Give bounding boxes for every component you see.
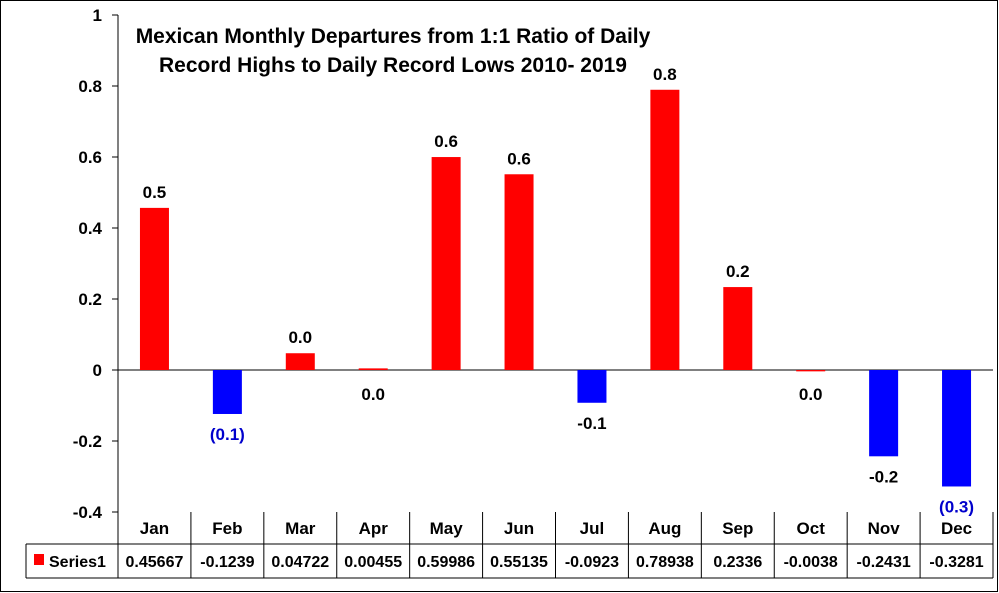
y-tick-label: 0 (93, 361, 102, 380)
x-tick-label: Mar (285, 519, 316, 538)
bar-mar (285, 353, 315, 370)
y-tick-label: -0.4 (73, 503, 103, 522)
data-label-jun: 0.6 (507, 149, 531, 168)
table-cell: -0.2431 (856, 554, 910, 571)
bar-feb (212, 370, 242, 414)
table-cell: 0.2336 (713, 554, 762, 571)
data-table: Jan Feb Mar Apr May Jun Jul Aug Sep Oct Nov Dec Seri… (25, 512, 994, 579)
bar-jan (139, 207, 169, 370)
legend-key (34, 554, 44, 565)
y-tick-label: 1 (93, 6, 102, 25)
y-tick-label: 0.2 (78, 290, 102, 309)
x-tick-label: Dec (941, 519, 972, 538)
x-tick-label: Feb (212, 519, 242, 538)
y-tick-label: -0.2 (73, 432, 102, 451)
bar-oct (796, 370, 826, 372)
bar-dec (942, 370, 972, 487)
table-cell: -0.0923 (565, 554, 619, 571)
data-label-sep: 0.2 (726, 262, 750, 281)
data-labels: 0.5 (0.1) 0.0 0.0 0.6 0.6 -0.1 0.8 0.2 0.0 -0.2 (0.… (143, 65, 974, 517)
x-tick-label: Jan (140, 519, 169, 538)
table-cell: -0.3281 (929, 554, 983, 571)
data-label-aug: 0.8 (653, 65, 677, 84)
data-label-feb: (0.1) (210, 425, 245, 444)
y-tick-label: 0.8 (78, 77, 102, 96)
bar-aug (650, 89, 680, 370)
table-cell: -0.0038 (784, 554, 838, 571)
data-label-jan: 0.5 (143, 183, 167, 202)
data-label-oct: 0.0 (799, 385, 823, 404)
bar-jun (504, 174, 534, 370)
axes: 1 0.8 0.6 0.4 0.2 0 -0.2 -0.4 (73, 6, 993, 522)
y-tick-label: 0.4 (78, 219, 102, 238)
table-cell: 0.55135 (490, 554, 548, 571)
table-cell: 0.04722 (271, 554, 329, 571)
table-cell: 0.78938 (636, 554, 694, 571)
table-cell: 0.00455 (344, 554, 402, 571)
bar-may (431, 157, 461, 370)
table-cell: -0.1239 (200, 554, 254, 571)
y-tick-label: 0.6 (78, 148, 102, 167)
bar-jul (577, 370, 607, 403)
x-tick-label: Oct (797, 519, 826, 538)
data-label-dec: (0.3) (939, 497, 974, 516)
x-tick-label: Nov (868, 519, 901, 538)
data-label-apr: 0.0 (361, 385, 385, 404)
x-tick-label: Aug (648, 519, 681, 538)
data-label-jul: -0.1 (577, 414, 606, 433)
data-label-may: 0.6 (434, 132, 458, 151)
table-cell: 0.59986 (417, 554, 475, 571)
chart-title: Mexican Monthly Departures from 1:1 Rati… (136, 25, 651, 77)
x-tick-label: Jul (580, 519, 605, 538)
bar-nov (869, 370, 899, 457)
x-tick-label: Sep (722, 519, 753, 538)
legend-series-name: Series1 (49, 554, 106, 571)
data-label-nov: -0.2 (869, 467, 898, 486)
x-tick-label: Apr (359, 519, 389, 538)
table-cell: 0.45667 (126, 554, 184, 571)
title-line-1: Mexican Monthly Departures from 1:1 Rati… (136, 25, 651, 48)
title-line-2: Record Highs to Daily Record Lows 2010- … (159, 54, 627, 77)
data-label-mar: 0.0 (288, 328, 312, 347)
bar-sep (723, 287, 753, 370)
bar-apr (358, 368, 388, 370)
bars (139, 89, 972, 487)
x-tick-label: Jun (504, 519, 534, 538)
x-tick-label: May (430, 519, 464, 538)
